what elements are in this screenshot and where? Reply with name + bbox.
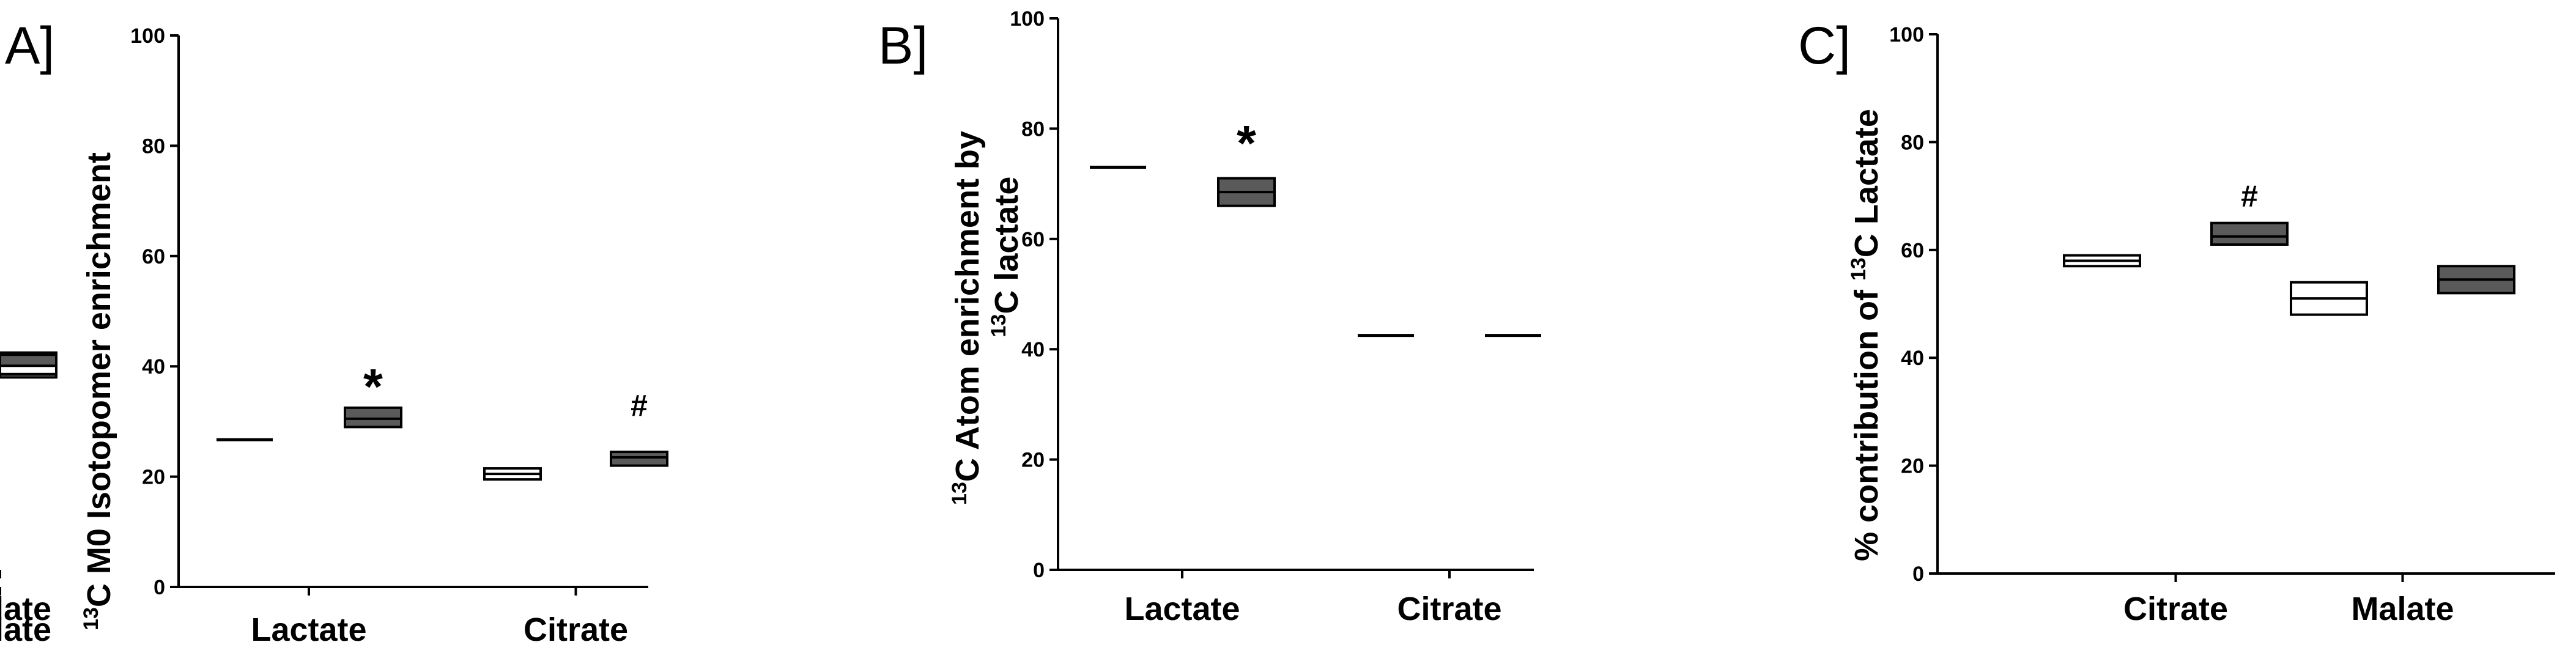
y-tick-label: 20: [1021, 449, 1045, 472]
panel-a-ylabel: 13C M0 Isotopomer enrichment: [80, 152, 117, 630]
panel-b-ylabel: 13C Atom enrichment by: [948, 131, 986, 505]
panel-a: A] 13C M0 Isotopomer enrichment 0 20 40 60 8…: [0, 17, 668, 648]
y-tick-label: 40: [1901, 347, 1924, 370]
y-tick-label: 80: [1021, 117, 1045, 141]
y-tick-label: 20: [142, 466, 165, 489]
panel-c-label: C]: [1798, 17, 1851, 75]
y-tick-label: 100: [1889, 23, 1924, 46]
y-tick-label: 40: [1021, 338, 1045, 361]
y-tick-label: 60: [1901, 239, 1924, 262]
panel-a-label: A]: [5, 17, 54, 75]
x-tick-label: Malate: [0, 611, 51, 648]
x-tick-label: Lactate: [251, 611, 366, 648]
x-tick-label: Lactate: [1124, 591, 1240, 627]
panel-c-ylabel: % contribution of 13C Lactate: [1847, 109, 1885, 561]
panel-c-axes: 0 20 40 60 80 100 Citrate Malate #: [1889, 23, 2555, 627]
x-tick-label: Citrate: [1397, 591, 1501, 627]
y-tick-label: 40: [142, 355, 165, 378]
significance-marker: #: [631, 388, 648, 422]
significance-marker: *: [1237, 116, 1256, 171]
y-tick-label: 60: [1021, 228, 1045, 251]
panel-b: B] 13C Atom enrichment by 13C lactate 0 2…: [0, 7, 1541, 627]
y-tick-label: 20: [1901, 455, 1924, 478]
y-tick-label: 0: [1033, 559, 1045, 582]
y-tick-label: 100: [1010, 7, 1045, 31]
y-tick-label: 60: [142, 245, 165, 268]
panel-c: C] % contribution of 13C Lactate 0 20 40 60…: [1798, 17, 2555, 627]
y-tick-label: 100: [130, 24, 165, 48]
y-tick-label: 0: [1912, 563, 1924, 586]
box-mark: [0, 353, 57, 367]
x-tick-label: Malate: [2351, 591, 2454, 627]
panel-a-axes: 0 20 40 60 80 100 Lactate Citrate Malate * #: [0, 24, 668, 648]
y-tick-label: 0: [154, 576, 165, 599]
significance-marker: #: [2241, 179, 2258, 213]
significance-marker: *: [363, 359, 383, 415]
box-mark: [2210, 221, 2289, 246]
x-tick-label: Malate: [0, 591, 51, 627]
panel-b-ylabel-line2: 13C lactate: [987, 177, 1025, 338]
box-mark: [610, 451, 668, 467]
x-tick-label: Citrate: [524, 611, 628, 648]
panel-b-label: B]: [878, 17, 928, 75]
y-tick-label: 80: [142, 135, 165, 158]
x-tick-label: Citrate: [2123, 591, 2228, 627]
box-mark: [344, 406, 402, 429]
y-tick-label: 80: [1901, 131, 1924, 154]
panel-b-axes: 0 20 40 60 80 100 Lactate Citrate Malate *: [0, 7, 1541, 627]
